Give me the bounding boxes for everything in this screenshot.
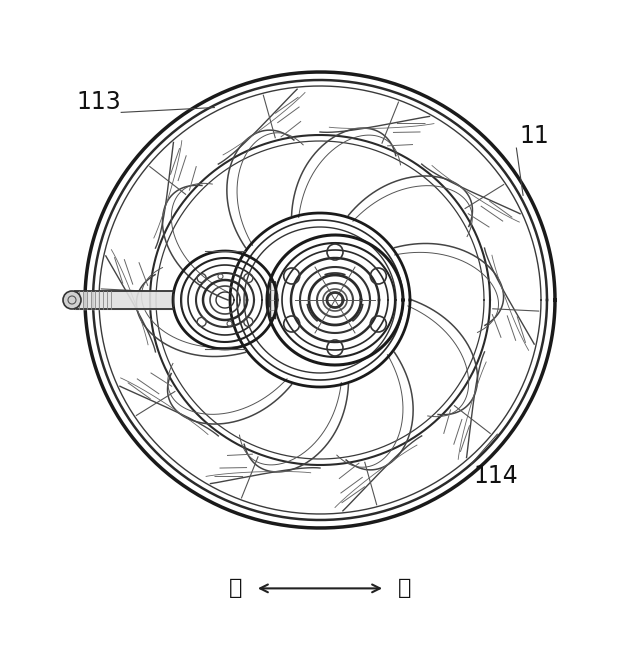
Text: 114: 114 bbox=[474, 464, 518, 489]
Circle shape bbox=[63, 291, 81, 309]
Text: 113: 113 bbox=[77, 90, 122, 115]
Text: 11: 11 bbox=[520, 124, 549, 148]
Text: 前: 前 bbox=[398, 579, 412, 598]
Text: 後: 後 bbox=[228, 579, 242, 598]
